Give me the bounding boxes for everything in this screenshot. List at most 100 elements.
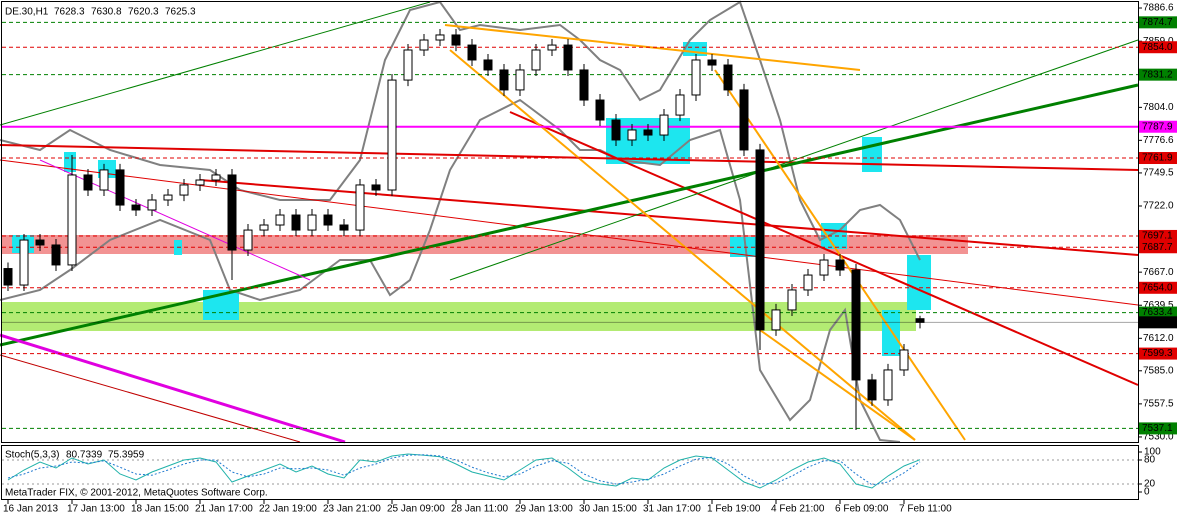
y-tick-label: 20 [1144,479,1156,490]
y-tick-label: 7530.0 [1143,432,1174,443]
candle-body [3,268,13,286]
candle-body [451,34,461,46]
candle-body [563,44,573,71]
marks [2,21,1138,489]
level-label: 7697.1 [1142,231,1173,242]
candle-body [307,214,317,231]
candle-body [323,214,333,226]
level-label: 7537.1 [1142,423,1173,434]
candle-body [643,129,653,136]
candle-body [371,184,381,191]
x-tick-label: 31 Jan 17:00 [643,504,701,515]
last-low: 7620.3 [128,7,159,18]
candle-body [659,114,669,136]
x-tick-label: 7 Feb 11:00 [899,504,952,515]
y-tick-label: 7612.0 [1143,333,1174,344]
level-box [1139,422,1177,435]
level-label: 7654.0 [1142,282,1173,293]
candle-body [35,239,45,246]
candle-body [403,49,413,81]
level-box [1139,316,1177,329]
level-box [1139,306,1177,319]
candle-body [819,259,829,276]
y-tick-label: 7886.6 [1143,3,1174,14]
level-box [1139,347,1177,360]
trendline [0,1,431,126]
candle-body [387,79,397,191]
candle-body [195,179,205,186]
x-tick-label: 1 Feb 19:00 [707,504,761,515]
level-label: 7761.9 [1142,153,1173,164]
level-box [1139,152,1177,165]
candle-body [595,99,605,121]
candle-body [51,244,61,266]
x-tick-label: 29 Jan 13:00 [515,504,573,515]
trendline [0,354,301,443]
candle-body [787,289,797,311]
candle-body [67,174,77,266]
x-tick-label: 21 Jan 17:00 [195,504,253,515]
trendline [0,144,1139,171]
y-tick-label: 7667.0 [1143,267,1174,278]
candle-body [579,69,589,101]
candle-body [899,349,909,371]
candle-body [227,174,237,251]
level-box [1139,281,1177,294]
candle-body [675,94,685,116]
last-high: 7630.8 [91,7,122,18]
y-tick-label: 0 [1144,487,1150,498]
stoch-signal: 75.3959 [108,450,145,461]
candle-body [739,89,749,151]
candle-body [275,214,285,226]
level-box [1139,41,1177,54]
trendline [449,49,916,441]
candle-body [435,34,445,41]
y-tick-label: 80 [1144,455,1156,466]
last-open: 7628.3 [54,7,85,18]
y-tick-label: 7749.5 [1143,168,1174,179]
x-tick-label: 25 Jan 09:00 [387,504,445,515]
x-tick-label: 6 Feb 09:00 [835,504,889,515]
y-tick-label: 7585.0 [1143,365,1174,376]
trendline [0,159,1139,306]
candle-body [723,64,733,91]
y-tick-label: 7804.0 [1143,102,1174,113]
candle-body [115,169,125,206]
y-tick-label: 7557.5 [1143,399,1174,410]
bollinger-upper [0,0,921,261]
x-tick-label: 17 Jan 13:00 [67,504,125,515]
y-tick-label: 7722.0 [1143,201,1174,212]
candle-body [99,169,109,191]
level-label: 7787.9 [1142,121,1173,132]
candle-body [147,199,157,211]
level-label: 7599.3 [1142,348,1173,359]
level-box [1139,68,1177,81]
candle-body [547,44,557,51]
level-label: 7633.4 [1142,307,1173,318]
x-tick-label: 16 Jan 2013 [3,504,58,515]
candle-body [915,318,925,323]
candle-body [867,379,877,401]
bollinger-lower [0,98,901,443]
candle-body [211,174,221,181]
candle-body [163,194,173,201]
candle-body [131,204,141,211]
candle-body [467,44,477,61]
indicator-title: Stoch(5,3,3) [5,450,59,461]
candle-body [243,229,253,251]
candle-body [611,119,621,141]
candle-body [179,184,189,196]
trendline [0,83,1139,347]
candle-body [707,59,717,66]
candle-body [355,184,365,231]
x-tick-label: 22 Jan 19:00 [259,504,317,515]
last-close: 7625.3 [165,7,196,18]
y-tick-label: 7639.5 [1143,300,1174,311]
candle-body [291,214,301,231]
candle-body [499,69,509,91]
candle-body [691,59,701,96]
x-tick-label: 30 Jan 15:00 [579,504,637,515]
candle-body [755,149,765,331]
candle-body [851,269,861,381]
